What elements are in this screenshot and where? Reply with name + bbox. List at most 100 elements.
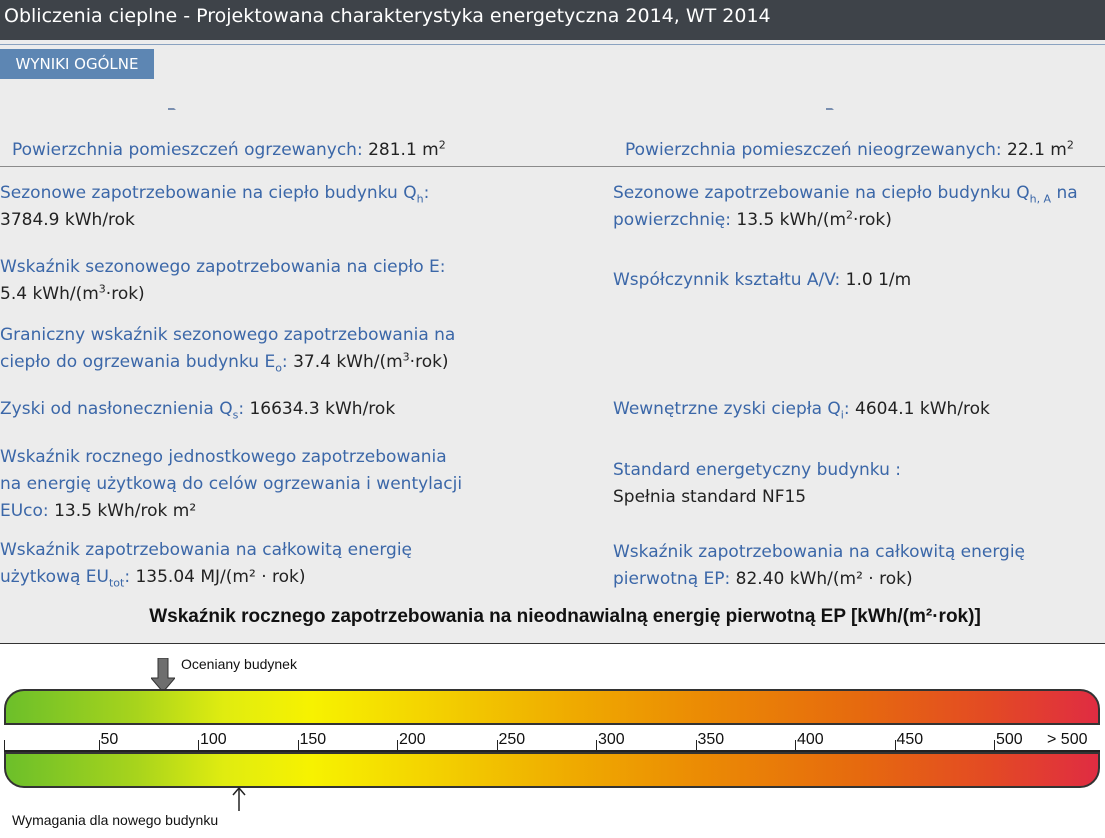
qi-colon: :: [843, 399, 850, 419]
euco-index: Wskaźnik rocznego jednostkowego zapotrze…: [0, 444, 600, 525]
scale-bar-bottom: [4, 752, 1100, 788]
scale-tick: [397, 740, 398, 750]
eo-value-a: 37.4 kWh/(m: [293, 352, 403, 372]
seasonal-heat-demand: Sezonowe zapotrzebowanie na ciepło budyn…: [0, 180, 600, 234]
seasonal-heat-index: Wskaźnik sezonowego zapotrzebowania na c…: [0, 254, 600, 308]
qha-value-b: ·rok): [853, 210, 892, 230]
limit-heat-index: Graniczny wskaźnik sezonowego zapotrzebo…: [0, 322, 600, 376]
solar-gains: Zyski od nasłonecznienia Qs: 16634.3 kWh…: [0, 396, 600, 423]
heated-area-unit-exp: 2: [438, 138, 446, 152]
av-value: 1.0 1/m: [845, 270, 912, 290]
shape-factor: Współczynnik kształtu A/V: 1.0 1/m: [613, 267, 1105, 294]
scale-tick: [4, 740, 5, 750]
heated-area-value: 281.1 m: [368, 140, 439, 160]
unheated-area-value: 22.1 m: [1007, 140, 1067, 160]
scale-bar-top: [4, 689, 1100, 725]
qi-value: 4604.1 kWh/rok: [855, 399, 990, 419]
euco-line2: na energię użytkową do celów ogrzewania …: [0, 474, 463, 494]
required-arrow-icon: [232, 787, 246, 811]
scale-tick-label: 450: [896, 731, 924, 748]
scale-tick: [98, 740, 100, 750]
seasonal-heat-per-area: Sezonowe zapotrzebowanie na ciepło budyn…: [613, 180, 1105, 234]
evaluated-building-label: Oceniany budynek: [181, 656, 297, 672]
eutot-index: Wskaźnik zapotrzebowania na całkowitą en…: [0, 537, 600, 591]
evaluated-arrow-icon: [151, 658, 175, 692]
ep-line1: Wskaźnik zapotrzebowania na całkowitą en…: [613, 542, 1026, 562]
unheated-area-unit-exp: 2: [1066, 138, 1074, 152]
e-value-sup: 3: [98, 282, 106, 296]
tab-general-results[interactable]: WYNIKI OGÓLNE: [0, 49, 154, 79]
scale-tick-label: 100: [200, 731, 227, 748]
qi-sub: i: [840, 408, 844, 422]
qha-line2: powierzchnię:: [613, 210, 731, 230]
eo-line2: ciepło do ogrzewania budynku E: [0, 352, 276, 372]
internal-gains: Wewnętrzne zyski ciepła Qi: 4604.1 kWh/r…: [613, 396, 1105, 423]
eo-line1: Graniczny wskaźnik sezonowego zapotrzebo…: [0, 325, 456, 345]
scale-axis: [4, 750, 1100, 752]
qh-colon: :: [423, 183, 430, 203]
qh-value: 3784.9 kWh/rok: [0, 210, 135, 230]
eutot-value: 135.04 MJ/(m² · rok): [135, 567, 306, 587]
qha-value-a: 13.5 kWh/(m: [736, 210, 847, 230]
eutot-line2: użytkową EU: [0, 567, 109, 587]
scale-tick: [894, 740, 896, 750]
qha-line1: Sezonowe zapotrzebowanie na ciepło budyn…: [613, 183, 1030, 203]
e-value-a: 5.4 kWh/(m: [0, 284, 99, 304]
qs-label: Zyski od nasłonecznienia Q: [0, 399, 233, 419]
std-label: Standard energetyczny budynku :: [613, 460, 902, 480]
ep-value: 82.40 kWh/(m² · rok): [735, 569, 913, 589]
scale-tick: [994, 740, 995, 750]
e-label: Wskaźnik sezonowego zapotrzebowania na c…: [0, 257, 446, 277]
qs-value: 16634.3 kWh/rok: [249, 399, 396, 419]
scale-tick: [596, 740, 597, 750]
euco-line3: EUco:: [0, 501, 49, 521]
euco-value: 13.5 kWh/rok m²: [54, 501, 197, 521]
scale-tick-label: 400: [797, 731, 824, 748]
scale-tick: [198, 740, 199, 750]
unheated-area-label: Powierzchnia pomieszczeń nieogrzewanych:: [625, 140, 1002, 160]
qh-label: Sezonowe zapotrzebowanie na ciepło budyn…: [0, 183, 417, 203]
section-divider: [0, 166, 1105, 167]
eo-colon: :: [281, 352, 288, 372]
scale-tick-label: 150: [299, 731, 327, 748]
qh-sub: h: [416, 192, 424, 206]
window-title: Obliczenia cieplne - Projektowana charak…: [0, 0, 1105, 40]
heated-area-label: Powierzchnia pomieszczeń ogrzewanych:: [12, 140, 363, 160]
std-value: Spełnia standard NF15: [613, 487, 807, 507]
unheated-area: Powierzchnia pomieszczeń nieogrzewanych:…: [625, 137, 1074, 164]
eo-value-sup: 3: [402, 350, 410, 364]
scale-tick: [695, 740, 697, 750]
eo-value-b: ·rok): [409, 352, 449, 372]
heated-area: Powierzchnia pomieszczeń ogrzewanych: 28…: [12, 137, 446, 164]
eo-sub: o: [275, 361, 282, 375]
scale-tick: [297, 740, 299, 750]
eutot-line1: Wskaźnik zapotrzebowania na całkowitą en…: [0, 540, 413, 560]
energy-standard: Standard energetyczny budynku : Spełnia …: [613, 457, 1105, 511]
e-value-b: ·rok): [105, 284, 145, 304]
energy-scale: Oceniany budynek 50 100 150 200 250 300 350 400…: [0, 644, 1105, 838]
scale-tick-label: 50: [100, 731, 119, 748]
scale-tick-label: 250: [498, 731, 526, 748]
scale-tick-label: 200: [399, 731, 426, 748]
scale-tick-label: 300: [598, 731, 625, 748]
qi-label: Wewnętrzne zyski ciepła Q: [613, 399, 841, 419]
eutot-sub: tot: [108, 576, 125, 590]
scale-tick: [496, 740, 498, 750]
scale-title: Wskaźnik rocznego zapotrzebowania na nie…: [149, 606, 981, 627]
scale-tick-label: 500: [996, 731, 1023, 748]
ep-index: Wskaźnik zapotrzebowania na całkowitą en…: [613, 539, 1105, 593]
scale-tick: [795, 740, 796, 750]
title-divider: [0, 44, 1105, 45]
scale-tick-label: > 500: [1047, 731, 1088, 748]
qs-colon: :: [238, 399, 245, 419]
av-label: Współczynnik kształtu A/V:: [613, 270, 841, 290]
eutot-colon: :: [124, 567, 131, 587]
clipped-glyph: [168, 102, 176, 110]
qha-after: na: [1056, 183, 1078, 203]
scale-top-divider: [0, 643, 1105, 644]
ep-line2: pierwotną EP:: [613, 569, 731, 589]
qs-sub: s: [232, 408, 239, 422]
required-new-building-label: Wymagania dla nowego budynku: [12, 812, 219, 828]
euco-line1: Wskaźnik rocznego jednostkowego zapotrze…: [0, 447, 447, 467]
scale-tick-label: 350: [697, 731, 725, 748]
